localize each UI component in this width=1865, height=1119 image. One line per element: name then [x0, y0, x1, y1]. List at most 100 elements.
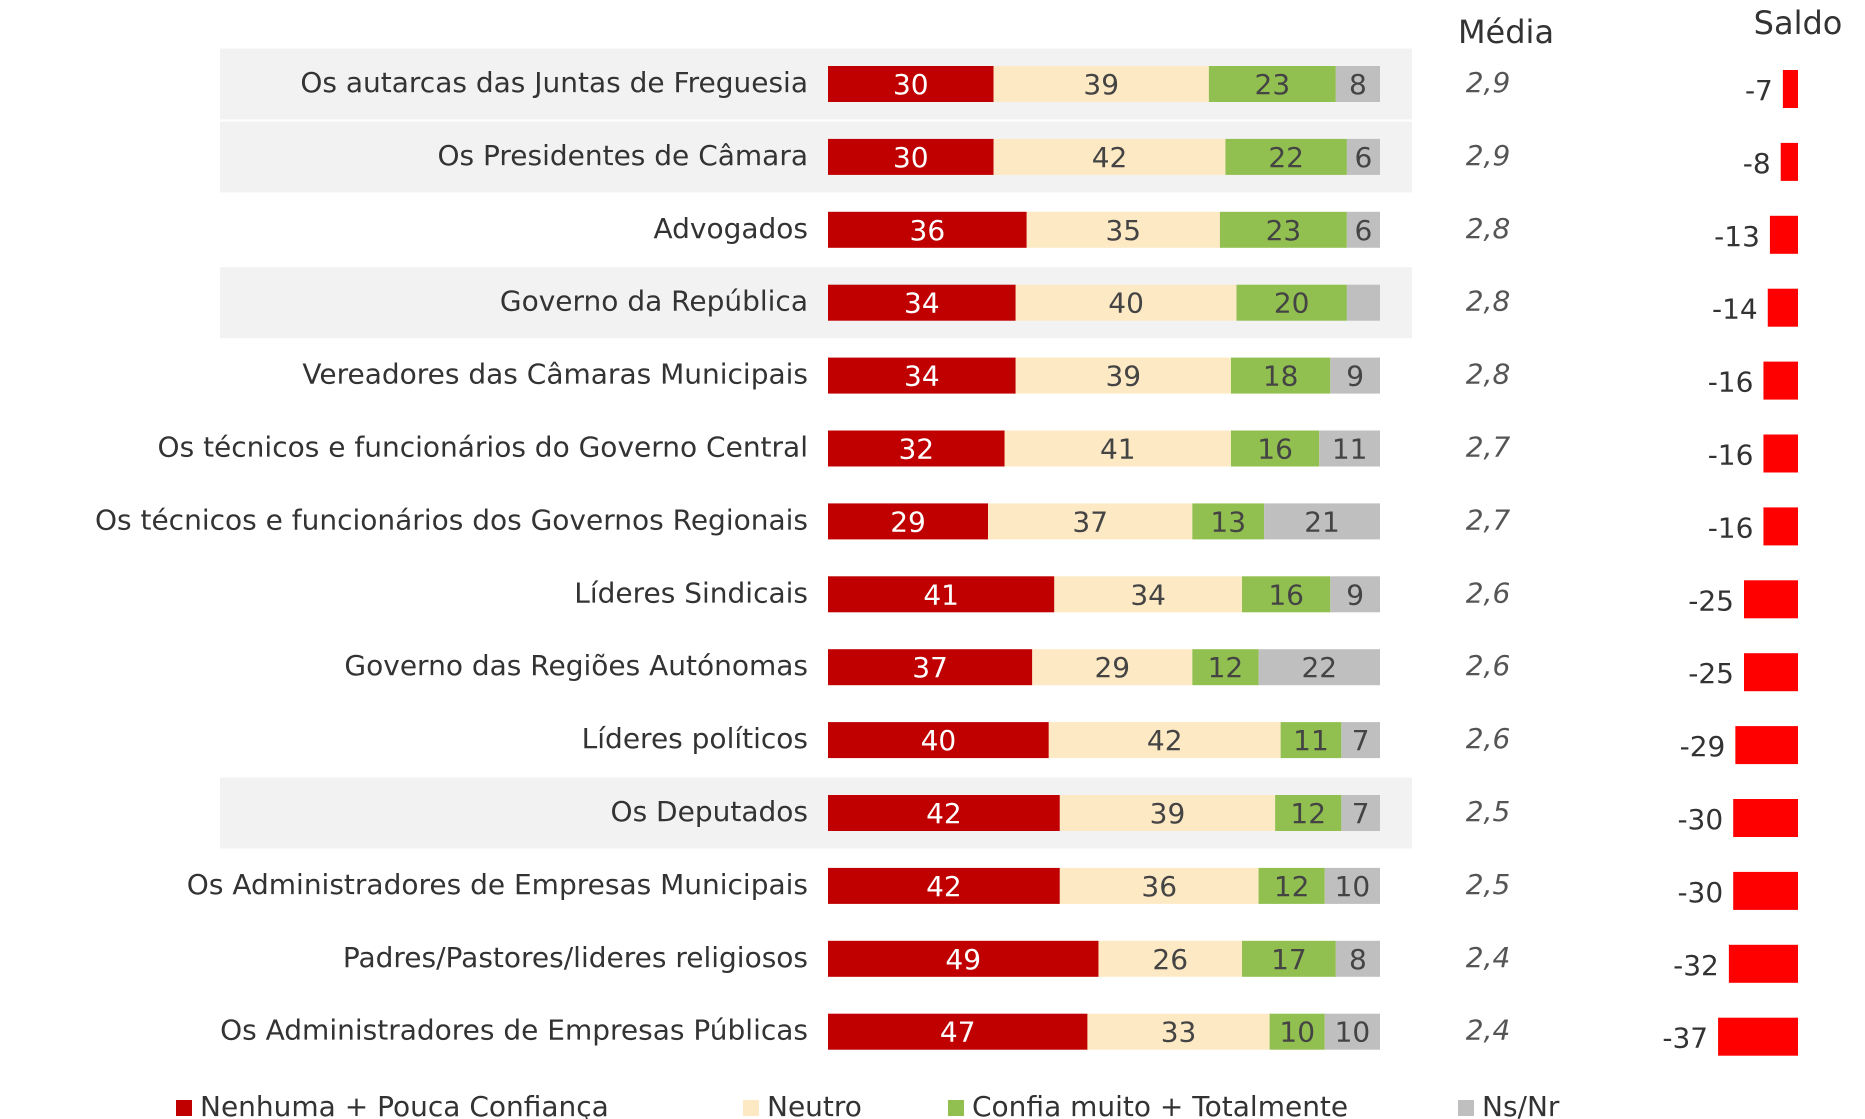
value-label: 10 [1335, 1016, 1371, 1049]
bar-segment [1335, 66, 1380, 102]
value-label: 12 [1290, 797, 1326, 830]
legend-label: Ns/Nr [1482, 1090, 1560, 1119]
value-label: 8 [1349, 943, 1367, 976]
value-label: 17 [1271, 943, 1307, 976]
saldo-label: -30 [1677, 803, 1723, 836]
value-label: 34 [904, 287, 940, 320]
bar-segment [1015, 284, 1237, 321]
category-label: Líderes Sindicais [574, 576, 808, 609]
value-label: 42 [1147, 724, 1183, 757]
bar-segment [1225, 138, 1347, 175]
value-label: 21 [1304, 505, 1340, 538]
category-label: Advogados [653, 212, 808, 245]
bar-segment [1242, 940, 1336, 977]
saldo-label: -8 [1743, 147, 1771, 180]
value-label: 35 [1105, 214, 1141, 247]
media-value: 2,5 [1466, 795, 1511, 828]
saldo-bar [1767, 288, 1798, 327]
saldo-label: -16 [1708, 366, 1754, 399]
bar-segment [1319, 430, 1380, 467]
bar-segment [1330, 357, 1380, 394]
bar-segment [1258, 867, 1325, 904]
bar-segment [828, 576, 1055, 613]
value-label: 41 [923, 578, 959, 611]
legend-swatch [1458, 1100, 1474, 1116]
legend-swatch [743, 1100, 759, 1116]
value-label: 37 [1072, 505, 1108, 538]
saldo-title: Saldo [1754, 4, 1843, 42]
saldo-label: -7 [1745, 74, 1773, 107]
value-label: 47 [940, 1016, 976, 1049]
legend-swatch [948, 1100, 964, 1116]
value-label: 7 [1352, 797, 1370, 830]
value-label: 10 [1335, 870, 1371, 903]
value-label: 36 [910, 214, 946, 247]
media-value: 2,6 [1466, 722, 1511, 755]
saldo-label: -14 [1712, 293, 1758, 326]
media-value: 2,7 [1466, 431, 1511, 464]
saldo-label: -30 [1677, 876, 1723, 909]
value-label: 42 [926, 797, 962, 830]
category-label: Vereadores das Câmaras Municipais [302, 358, 808, 391]
bar-segment [828, 284, 1016, 321]
bar-segment [828, 867, 1060, 904]
bar-segment [1059, 795, 1276, 831]
bar-segment [1275, 795, 1342, 831]
bar-segment [1192, 649, 1259, 686]
legend-label: Confia muito + Totalmente [972, 1090, 1348, 1119]
value-label: 49 [945, 943, 981, 976]
saldo-bar [1718, 1017, 1798, 1056]
value-label: 30 [893, 68, 929, 101]
saldo-bar [1763, 361, 1798, 400]
value-label: 13 [1210, 505, 1246, 538]
category-label: Os Administradores de Empresas Municipai… [187, 868, 808, 901]
value-label: 16 [1257, 433, 1293, 466]
category-label: Os técnicos e funcionários dos Governos … [95, 503, 808, 536]
media-value: 2,8 [1466, 358, 1511, 391]
bar-segment [828, 940, 1099, 977]
legend-label: Nenhuma + Pouca Confiança [200, 1090, 609, 1119]
bar-segment [988, 503, 1193, 540]
saldo-bar [1763, 507, 1798, 546]
bar-segment [1335, 940, 1380, 977]
bar-segment [1059, 867, 1259, 904]
category-label: Padres/Pastores/lideres religiosos [343, 941, 808, 974]
media-value: 2,5 [1466, 868, 1511, 901]
saldo-label: -16 [1708, 439, 1754, 472]
value-label: 39 [1150, 797, 1186, 830]
value-label: 23 [1266, 214, 1302, 247]
bar-segment [1346, 284, 1380, 321]
value-label: 39 [1083, 68, 1119, 101]
saldo-bar [1769, 215, 1798, 254]
media-value: 2,7 [1466, 503, 1511, 536]
saldo-label: -25 [1688, 657, 1734, 690]
media-value: 2,8 [1466, 212, 1511, 245]
media-value: 2,6 [1466, 649, 1511, 682]
saldo-bar [1780, 142, 1798, 181]
saldo-bar [1782, 70, 1798, 108]
bar-segment [1015, 357, 1231, 394]
bar-segment [1230, 430, 1320, 467]
legend-swatch [176, 1100, 192, 1116]
category-label: Os Presidentes de Câmara [437, 139, 808, 172]
bar-segment [828, 503, 989, 540]
bar-segment [1098, 940, 1242, 977]
bar-segment [828, 357, 1016, 394]
value-label: 7 [1352, 724, 1370, 757]
media-value: 2,9 [1466, 139, 1511, 172]
bar-segment [1208, 66, 1336, 102]
media-value: 2,4 [1466, 1014, 1511, 1047]
bar-segment [1280, 722, 1342, 759]
bar-segment [1004, 430, 1231, 467]
category-label: Os técnicos e funcionários do Governo Ce… [158, 431, 808, 464]
category-label: Líderes políticos [582, 722, 808, 755]
legend-label: Neutro [767, 1090, 862, 1119]
bar-segment [1346, 138, 1380, 175]
saldo-label: -37 [1662, 1022, 1708, 1055]
saldo-bar [1744, 580, 1798, 619]
value-label: 9 [1346, 578, 1364, 611]
value-label: 33 [1161, 1016, 1197, 1049]
value-label: 11 [1332, 433, 1368, 466]
saldo-bar [1735, 726, 1798, 765]
